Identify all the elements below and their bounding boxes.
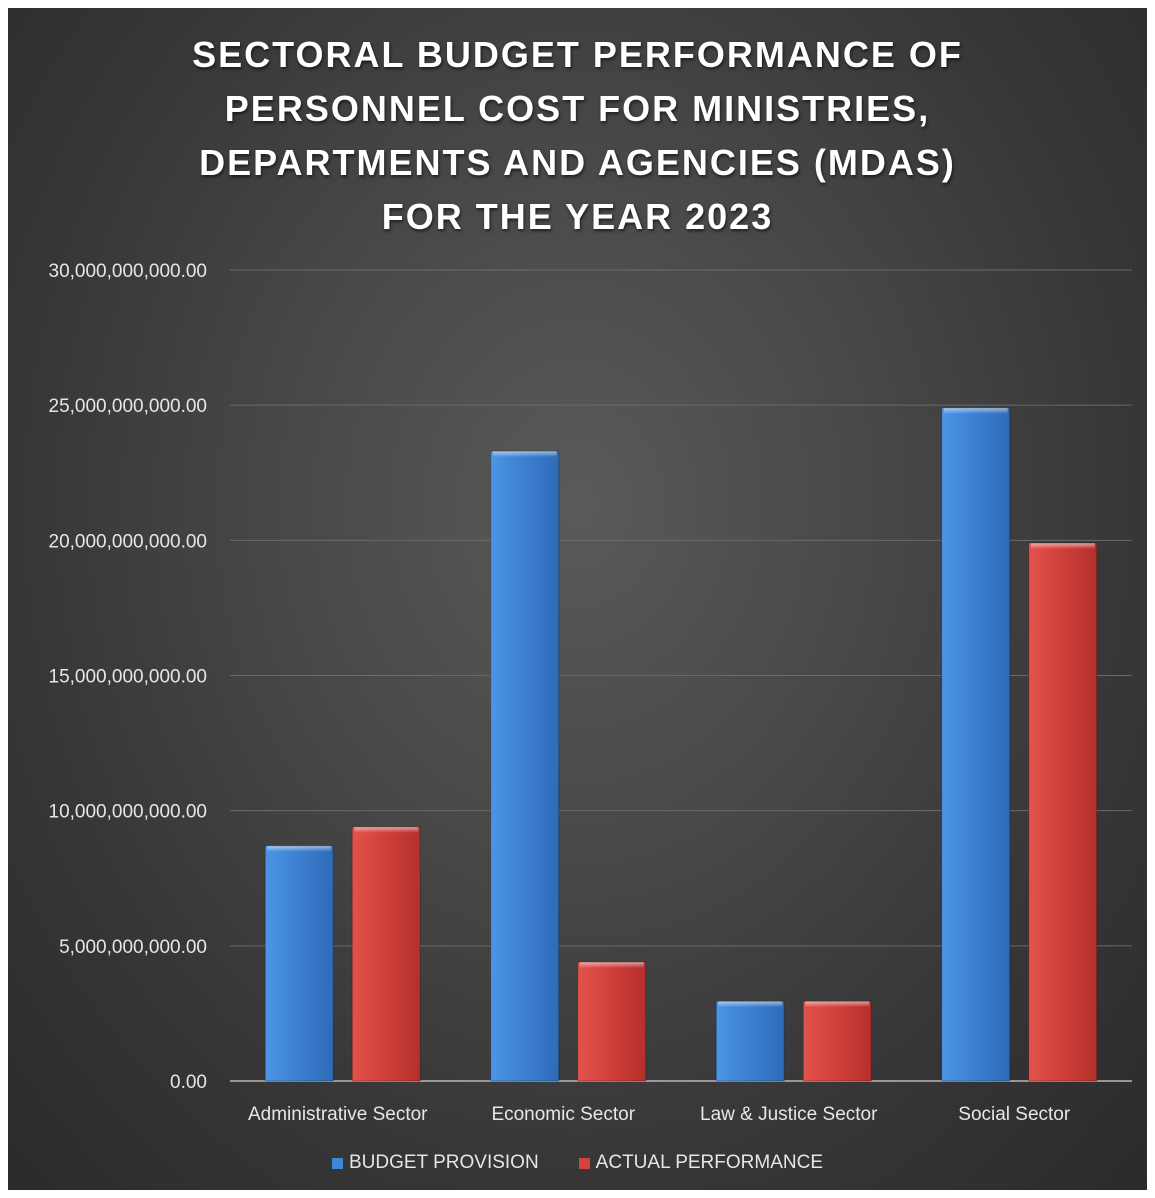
bar-actual-3 <box>802 1000 872 1082</box>
bar-outline <box>715 1000 785 1082</box>
legend-swatch-red-icon <box>578 1157 590 1169</box>
y-tick-label: 30,000,000,000.00 <box>49 261 208 282</box>
bar-bevel <box>805 1001 870 1008</box>
chart-title: SECTORAL BUDGET PERFORMANCE OF PERSONNEL… <box>0 28 1155 244</box>
x-category-label: Administrative Sector <box>248 1104 428 1125</box>
bar-body <box>265 845 334 1081</box>
y-tick-label: 20,000,000,000.00 <box>49 531 208 552</box>
bar-outline <box>577 961 647 1082</box>
bar-body <box>352 826 421 1081</box>
legend-swatch-blue-icon <box>331 1157 343 1169</box>
bar-outline <box>802 1000 872 1082</box>
bar-body <box>803 1001 872 1081</box>
bar-budget-3 <box>715 1000 785 1082</box>
y-tick-label: 5,000,000,000.00 <box>59 937 207 958</box>
bar-body <box>490 451 559 1082</box>
legend: BUDGET PROVISION ACTUAL PERFORMANCE <box>0 1152 1155 1174</box>
bar-bevel <box>579 962 644 969</box>
bar-actual-4 <box>1028 542 1098 1082</box>
bar-bevel <box>943 407 1008 414</box>
bar-outline <box>351 826 421 1082</box>
bar-bevel <box>1030 543 1095 550</box>
bar-body <box>577 962 646 1081</box>
y-tick-label: 0.00 <box>170 1072 207 1093</box>
bar-outline <box>1028 542 1098 1082</box>
bar-bevel <box>492 451 557 458</box>
chart-title-line-1: SECTORAL BUDGET PERFORMANCE OF <box>192 34 963 75</box>
bar-budget-4 <box>941 407 1011 1082</box>
legend-label-budget: BUDGET PROVISION <box>348 1152 539 1173</box>
bar-actual-2 <box>577 961 647 1082</box>
bar-body <box>941 407 1010 1081</box>
bar-body <box>716 1001 785 1081</box>
bar-outline <box>264 845 334 1082</box>
x-category-label: Law & Justice Sector <box>700 1104 878 1125</box>
bar-bevel <box>718 1001 783 1008</box>
y-tick-label: 15,000,000,000.00 <box>49 667 208 688</box>
bar-outline <box>490 450 560 1082</box>
bar-outline <box>941 407 1011 1082</box>
x-category-label: Economic Sector <box>491 1104 635 1125</box>
chart-title-line-4: FOR THE YEAR 2023 <box>381 196 774 237</box>
y-tick-label: 25,000,000,000.00 <box>49 396 208 417</box>
bar-budget-1 <box>264 845 334 1082</box>
bar-budget-2 <box>490 450 560 1082</box>
x-category-label: Social Sector <box>958 1104 1071 1125</box>
bar-actual-1 <box>351 826 421 1082</box>
bar-bevel <box>267 845 332 852</box>
bar-bevel <box>354 826 419 833</box>
chart-title-line-3: DEPARTMENTS AND AGENCIES (MDAS) <box>199 142 956 183</box>
legend-label-actual: ACTUAL PERFORMANCE <box>595 1152 823 1173</box>
legend-item-actual: ACTUAL PERFORMANCE <box>578 1152 823 1174</box>
y-tick-label: 10,000,000,000.00 <box>49 802 208 823</box>
bar-body <box>1028 543 1097 1081</box>
legend-item-budget: BUDGET PROVISION <box>331 1152 539 1174</box>
chart-title-line-2: PERSONNEL COST FOR MINISTRIES, <box>224 88 931 129</box>
